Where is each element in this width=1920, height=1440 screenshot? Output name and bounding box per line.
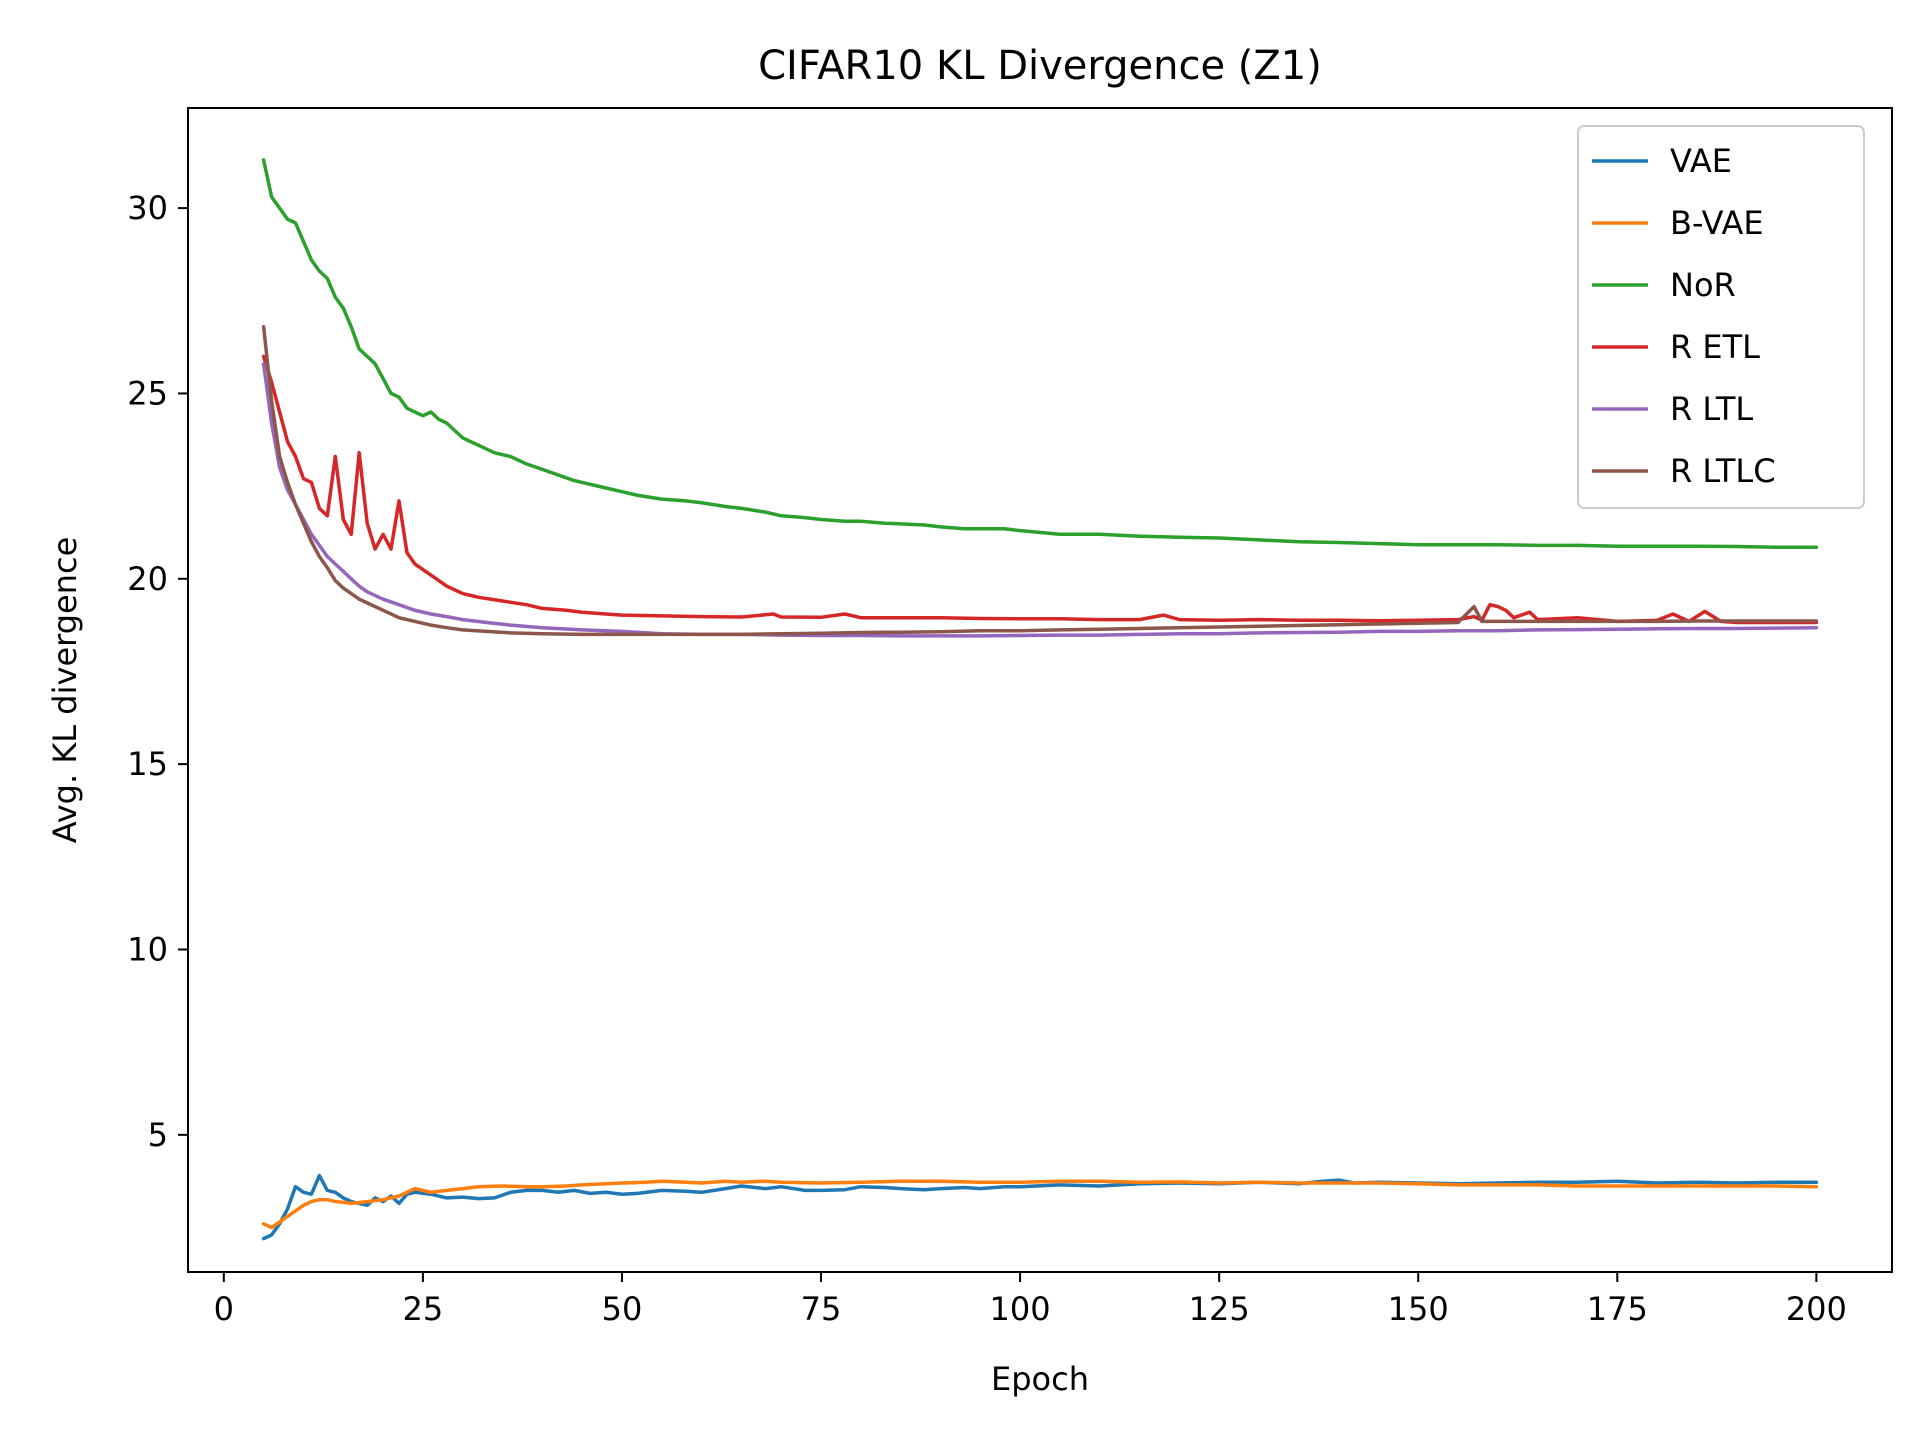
legend-box	[1577, 125, 1865, 509]
legend-label-vae: VAE	[1670, 142, 1732, 180]
chart-title: CIFAR10 KL Divergence (Z1)	[758, 43, 1322, 89]
x-tick-label: 75	[801, 1290, 842, 1328]
y-axis-label: Avg. KL divergence	[46, 537, 84, 844]
series-line-b-vae	[261, 1179, 1819, 1230]
legend-label-nor: NoR	[1670, 266, 1736, 304]
y-axis: 5 10 15 20 25 30	[127, 189, 188, 1154]
series-line-r-etl	[261, 354, 1819, 625]
series-line-nor	[261, 158, 1819, 550]
x-tick-label: 0	[214, 1290, 234, 1328]
y-tick-label: 20	[127, 560, 168, 598]
x-tick-label: 150	[1388, 1290, 1449, 1328]
legend-label-r-ltlc: R LTLC	[1670, 452, 1776, 490]
x-axis-label: Epoch	[991, 1360, 1089, 1398]
x-tick-label: 200	[1786, 1290, 1847, 1328]
legend-label-r-ltl: R LTL	[1670, 390, 1753, 428]
y-tick-label: 30	[127, 189, 168, 227]
y-tick-label: 5	[148, 1116, 168, 1154]
x-tick-label: 175	[1587, 1290, 1648, 1328]
x-tick-label: 25	[403, 1290, 444, 1328]
x-tick-label: 50	[602, 1290, 643, 1328]
series-line-r-ltlc	[261, 324, 1819, 637]
series-layer	[261, 158, 1819, 1241]
x-axis: 0 25 50 75 100 125 150 175 200	[214, 1272, 1847, 1328]
legend-label-r-etl: R ETL	[1670, 328, 1760, 366]
x-tick-label: 125	[1189, 1290, 1250, 1328]
y-tick-label: 10	[127, 930, 168, 968]
plot-frame	[187, 107, 1893, 1273]
y-tick-label: 25	[127, 374, 168, 412]
legend-label-b-vae: B-VAE	[1670, 204, 1764, 242]
legend: VAE B-VAE NoR R ETL R LTL R LTLC	[1577, 125, 1865, 509]
y-tick-label: 15	[127, 745, 168, 783]
x-tick-label: 100	[990, 1290, 1051, 1328]
